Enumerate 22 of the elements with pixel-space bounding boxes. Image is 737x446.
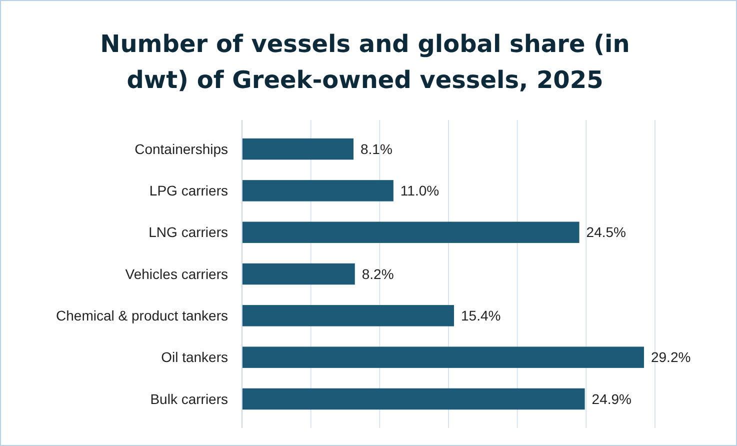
y-tick-label: Chemical & product tankers [56,308,228,324]
y-tick-label: Bulk carriers [150,390,228,407]
chart-title: Number of vessels and global share (in dwt) of Greek-owned vessels, 2025 [100,30,630,94]
y-tick-label: LPG carriers [149,182,228,199]
bar [242,305,454,326]
bar [242,388,585,410]
data-label: 24.9% [592,390,632,407]
data-label: 8.2% [362,266,394,282]
bar [242,180,394,202]
bar [242,346,644,368]
data-label: 24.5% [586,224,626,240]
bar [242,222,580,243]
y-tick-label: Oil tankers [161,349,228,366]
y-tick-label: LNG carriers [148,224,228,240]
y-tick-label: Vehicles carriers [125,266,228,282]
data-label: 29.2% [650,349,691,366]
data-label: 8.1% [360,140,392,157]
bar [242,138,354,160]
y-tick-label: Containerships [134,140,228,157]
data-label: 15.4% [461,308,501,324]
bar [242,263,355,285]
data-label: 11.0% [400,182,440,199]
